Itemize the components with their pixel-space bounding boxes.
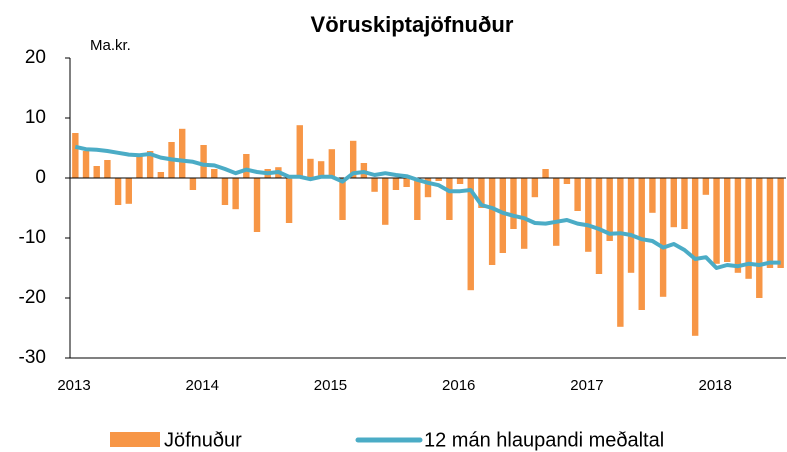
bar (307, 158, 314, 178)
bar (702, 178, 710, 195)
y-tick-label: 10 (25, 107, 46, 128)
y-tick-label: -10 (19, 227, 46, 248)
bar (211, 169, 218, 178)
bar (328, 149, 336, 178)
bar (125, 178, 132, 204)
bar (766, 178, 774, 268)
bar (93, 166, 100, 178)
bar (670, 178, 677, 228)
bar (520, 178, 528, 249)
bar (531, 178, 539, 198)
bar (585, 178, 592, 252)
bar (649, 178, 656, 213)
bar (574, 178, 581, 211)
bar (392, 178, 400, 190)
legend-label: Jöfnuður (164, 429, 242, 451)
bar (189, 178, 197, 190)
bar (253, 178, 261, 232)
bar (499, 178, 507, 253)
bar (638, 178, 645, 310)
bar (114, 178, 122, 205)
x-tick-label: 2018 (699, 377, 732, 394)
y-tick-label: -30 (19, 347, 46, 368)
bar (157, 172, 165, 178)
x-tick-label: 2016 (442, 377, 475, 394)
bar (243, 154, 250, 178)
bar (179, 128, 186, 178)
x-tick-label: 2015 (314, 377, 347, 394)
x-tick-label: 2017 (570, 377, 603, 394)
bar (745, 178, 752, 279)
bar (349, 140, 357, 178)
bar (456, 178, 464, 184)
bar (777, 178, 784, 268)
bar (104, 160, 111, 178)
line (74, 144, 781, 270)
bar (82, 151, 90, 178)
bar (414, 178, 421, 220)
y-tick-label: 0 (35, 167, 46, 188)
bar (563, 178, 571, 184)
bar (659, 178, 667, 297)
bar (285, 178, 293, 223)
bar (296, 125, 303, 178)
bar (713, 178, 720, 264)
x-tick-label: 2013 (57, 377, 90, 394)
bar (317, 161, 325, 178)
bar (724, 178, 731, 262)
bar (617, 178, 624, 327)
bar (403, 178, 410, 187)
bar (467, 178, 474, 291)
x-tick-label: 2014 (186, 377, 219, 394)
bar (371, 178, 378, 192)
bar (446, 178, 453, 220)
bar (232, 178, 239, 210)
bar (510, 178, 517, 229)
bar (627, 178, 635, 273)
bar (681, 178, 688, 229)
bar (488, 178, 496, 265)
bar (339, 178, 346, 220)
bar (553, 178, 560, 246)
bar (734, 178, 742, 273)
y-axis-title: Ma.kr. (90, 37, 131, 54)
bar (595, 178, 603, 274)
bar (756, 178, 763, 298)
bar (136, 154, 143, 178)
chart-title: Vöruskiptajöfnuður (311, 12, 514, 37)
y-tick-label: -20 (19, 287, 46, 308)
bar (200, 145, 207, 178)
bar (72, 133, 79, 178)
bar (146, 151, 154, 178)
bar (382, 178, 389, 225)
bar (424, 178, 432, 198)
bar (542, 169, 549, 178)
legend-swatch (110, 432, 160, 447)
y-tick-label: 20 (25, 47, 46, 68)
legend-label: 12 mán hlaupandi meðaltal (424, 429, 664, 451)
bar (606, 178, 613, 241)
bar (478, 178, 485, 208)
bar (435, 178, 442, 181)
bar (221, 178, 229, 205)
